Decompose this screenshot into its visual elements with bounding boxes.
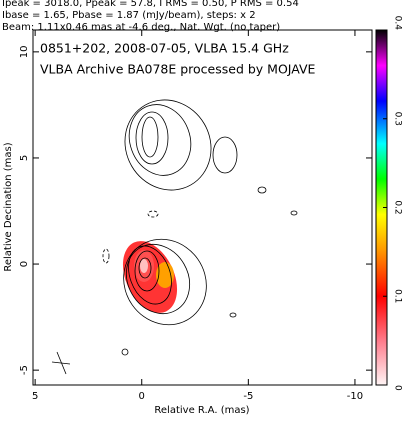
colorbar-tick-label: 0.1 (393, 289, 403, 303)
colorbar-tick-label: 0.4 (393, 16, 403, 31)
x-tick-label: 0 (139, 391, 145, 402)
y-axis-label: Relative Decination (mas) (3, 142, 14, 271)
colorbar-tick-label: 0.2 (393, 200, 403, 214)
annotation: VLBA Archive BA078E processed by MOJAVE (40, 62, 316, 77)
x-axis-label: Relative R.A. (mas) (154, 405, 249, 416)
y-tick-label: 5 (19, 155, 30, 161)
y-tick-label: 10 (19, 45, 30, 58)
contours (51, 99, 298, 375)
header-line: Ibase = 1.65, Pbase = 1.87 (mJy/beam), s… (2, 10, 256, 21)
annotation: 0851+202, 2008-07-05, VLBA 15.4 GHz (40, 41, 289, 56)
y-tick-label: 0 (19, 261, 30, 267)
colorbar-tick-label: 0.3 (393, 112, 403, 126)
header-line: Beam: 1.11x0.46 mas at -4.6 deg., Nat. W… (2, 22, 280, 33)
x-tick-label: 5 (32, 391, 38, 402)
x-tick-label: -5 (243, 391, 253, 402)
x-tick-label: -10 (347, 391, 363, 402)
colorbar-tick-label: 0 (393, 385, 403, 391)
plot-frame (32, 29, 373, 386)
y-tick-label: -5 (19, 365, 30, 375)
header-line: Ipeak = 3018.0, Ppeak = 57.8, I RMS = 0.… (2, 0, 299, 9)
